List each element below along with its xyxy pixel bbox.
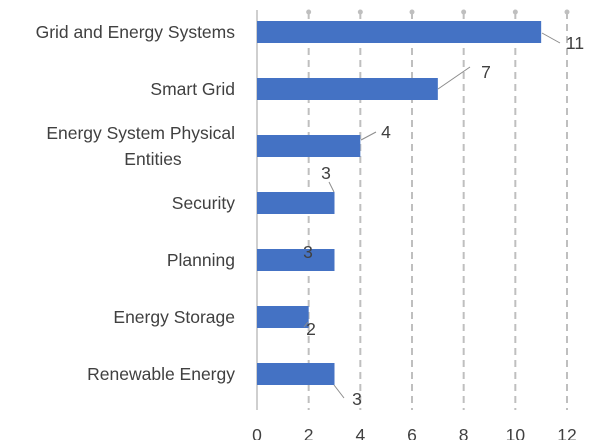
data-label-1: 7 xyxy=(481,62,491,82)
data-label-leaders xyxy=(303,32,561,399)
data-label-2: 4 xyxy=(381,122,391,142)
bar-1 xyxy=(257,78,438,100)
bar-3 xyxy=(257,192,335,214)
category-label-2: Energy System Physical Entities xyxy=(46,123,235,169)
bar-0 xyxy=(257,21,542,43)
x-tick-label-8: 8 xyxy=(459,425,469,440)
category-label-6: Renewable Energy xyxy=(87,364,235,384)
gridline-cap-10 xyxy=(512,9,518,15)
x-tick-label-4: 4 xyxy=(355,425,365,440)
data-label-3: 3 xyxy=(321,163,331,183)
leader-line-5 xyxy=(303,321,309,328)
gridline-cap-2 xyxy=(306,9,312,15)
x-tick-label-10: 10 xyxy=(506,425,526,440)
x-tick-label-2: 2 xyxy=(304,425,314,440)
bar-5 xyxy=(257,306,309,328)
bar-4 xyxy=(257,249,335,271)
data-label-5: 2 xyxy=(306,319,316,339)
data-label-4: 3 xyxy=(303,242,313,262)
gridline-cap-6 xyxy=(409,9,415,15)
gridline-cap-8 xyxy=(461,9,467,15)
category-label-0: Grid and Energy Systems xyxy=(36,22,236,42)
leader-line-2 xyxy=(360,131,377,141)
leader-line-3 xyxy=(328,181,335,193)
data-label-0: 11 xyxy=(566,33,584,53)
x-tick-label-6: 6 xyxy=(407,425,417,440)
gridline-cap-12 xyxy=(564,9,570,15)
leader-line-0 xyxy=(541,32,561,44)
category-label-5: Energy Storage xyxy=(113,307,235,327)
bar-2 xyxy=(257,135,361,157)
category-label-1: Smart Grid xyxy=(150,79,235,99)
leader-line-6 xyxy=(333,384,345,399)
x-tick-labels: 0 2 4 6 8 10 12 xyxy=(252,425,577,440)
data-label-6: 3 xyxy=(352,389,362,409)
leader-line-1 xyxy=(437,66,471,90)
x-tick-label-0: 0 xyxy=(252,425,262,440)
category-label-3: Security xyxy=(172,193,235,213)
category-labels: Grid and Energy Systems Smart Grid Energy … xyxy=(36,22,236,384)
gridline-cap-4 xyxy=(357,9,363,15)
x-tick-label-12: 12 xyxy=(557,425,576,440)
data-labels: 11 7 4 3 3 2 3 xyxy=(303,33,584,409)
category-label-4: Planning xyxy=(167,250,235,270)
bar-series xyxy=(257,21,542,385)
bar-6 xyxy=(257,363,335,385)
